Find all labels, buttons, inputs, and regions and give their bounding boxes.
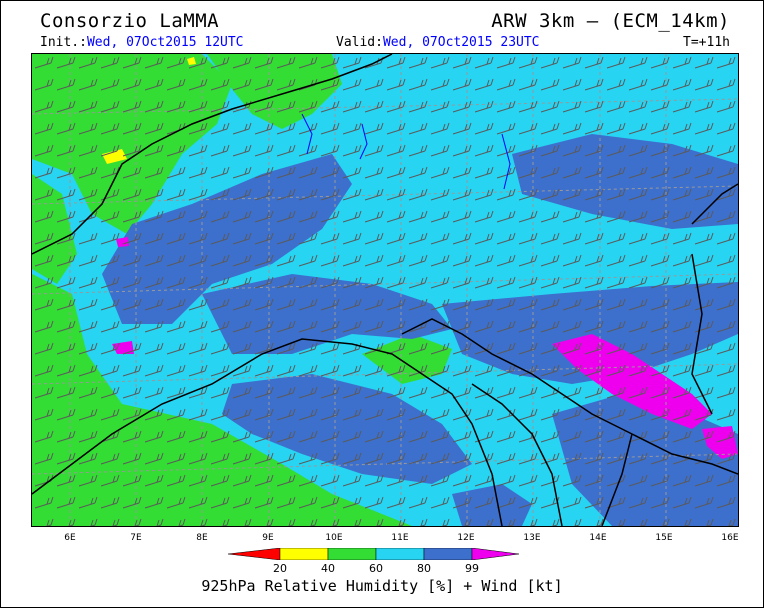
x-tick-label: 14E: [589, 533, 607, 543]
lakes-rivers: [301, 113, 511, 190]
valid-value: Wed, 07Oct2015 23UTC: [382, 35, 540, 50]
init-time: Init.:Wed, 07Oct2015 12UTC: [40, 35, 244, 50]
x-tick-label: 7E: [130, 533, 142, 543]
colorbar-label: 20: [273, 562, 287, 575]
x-tick-label: 15E: [655, 533, 673, 543]
colorbar-label: 40: [321, 562, 335, 575]
colorbar-segment: [375, 548, 425, 560]
colorbar-label: 80: [417, 562, 431, 575]
x-tick-label: 12E: [457, 533, 475, 543]
humidity-wind-map: [31, 53, 739, 527]
x-tick-label: 11E: [391, 533, 409, 543]
agency-title: Consorzio LaMMA: [40, 10, 220, 32]
colorbar-label: 99: [465, 562, 479, 575]
colorbar-segment: [279, 548, 329, 560]
coastline-borders: [32, 54, 738, 526]
colorbar-title: 925hPa Relative Humidity [%] + Wind [kt]: [201, 577, 563, 595]
wind-barbs-layer: [32, 54, 738, 526]
init-label: Init.:: [40, 35, 87, 50]
x-tick-label: 16E: [721, 533, 739, 543]
colorbar-segment: [423, 548, 473, 560]
colorbar-label: 60: [369, 562, 383, 575]
valid-time: Valid:Wed, 07Oct2015 23UTC: [336, 35, 540, 50]
init-value: Wed, 07Oct2015 12UTC: [86, 35, 244, 50]
x-tick-label: 10E: [325, 533, 343, 543]
x-tick-label: 13E: [523, 533, 541, 543]
x-tick-label: 6E: [64, 533, 76, 543]
model-title: ARW 3km – (ECM_14km): [491, 10, 730, 32]
humidity-colorbar: [228, 548, 520, 560]
forecast-step: T=+11h: [683, 35, 730, 50]
colorbar-segment: [228, 548, 281, 560]
colorbar-segment: [327, 548, 377, 560]
x-tick-label: 8E: [196, 533, 208, 543]
map-canvas: [32, 54, 738, 526]
valid-label: Valid:: [336, 35, 383, 50]
x-tick-label: 9E: [262, 533, 274, 543]
colorbar-segment: [471, 548, 520, 560]
